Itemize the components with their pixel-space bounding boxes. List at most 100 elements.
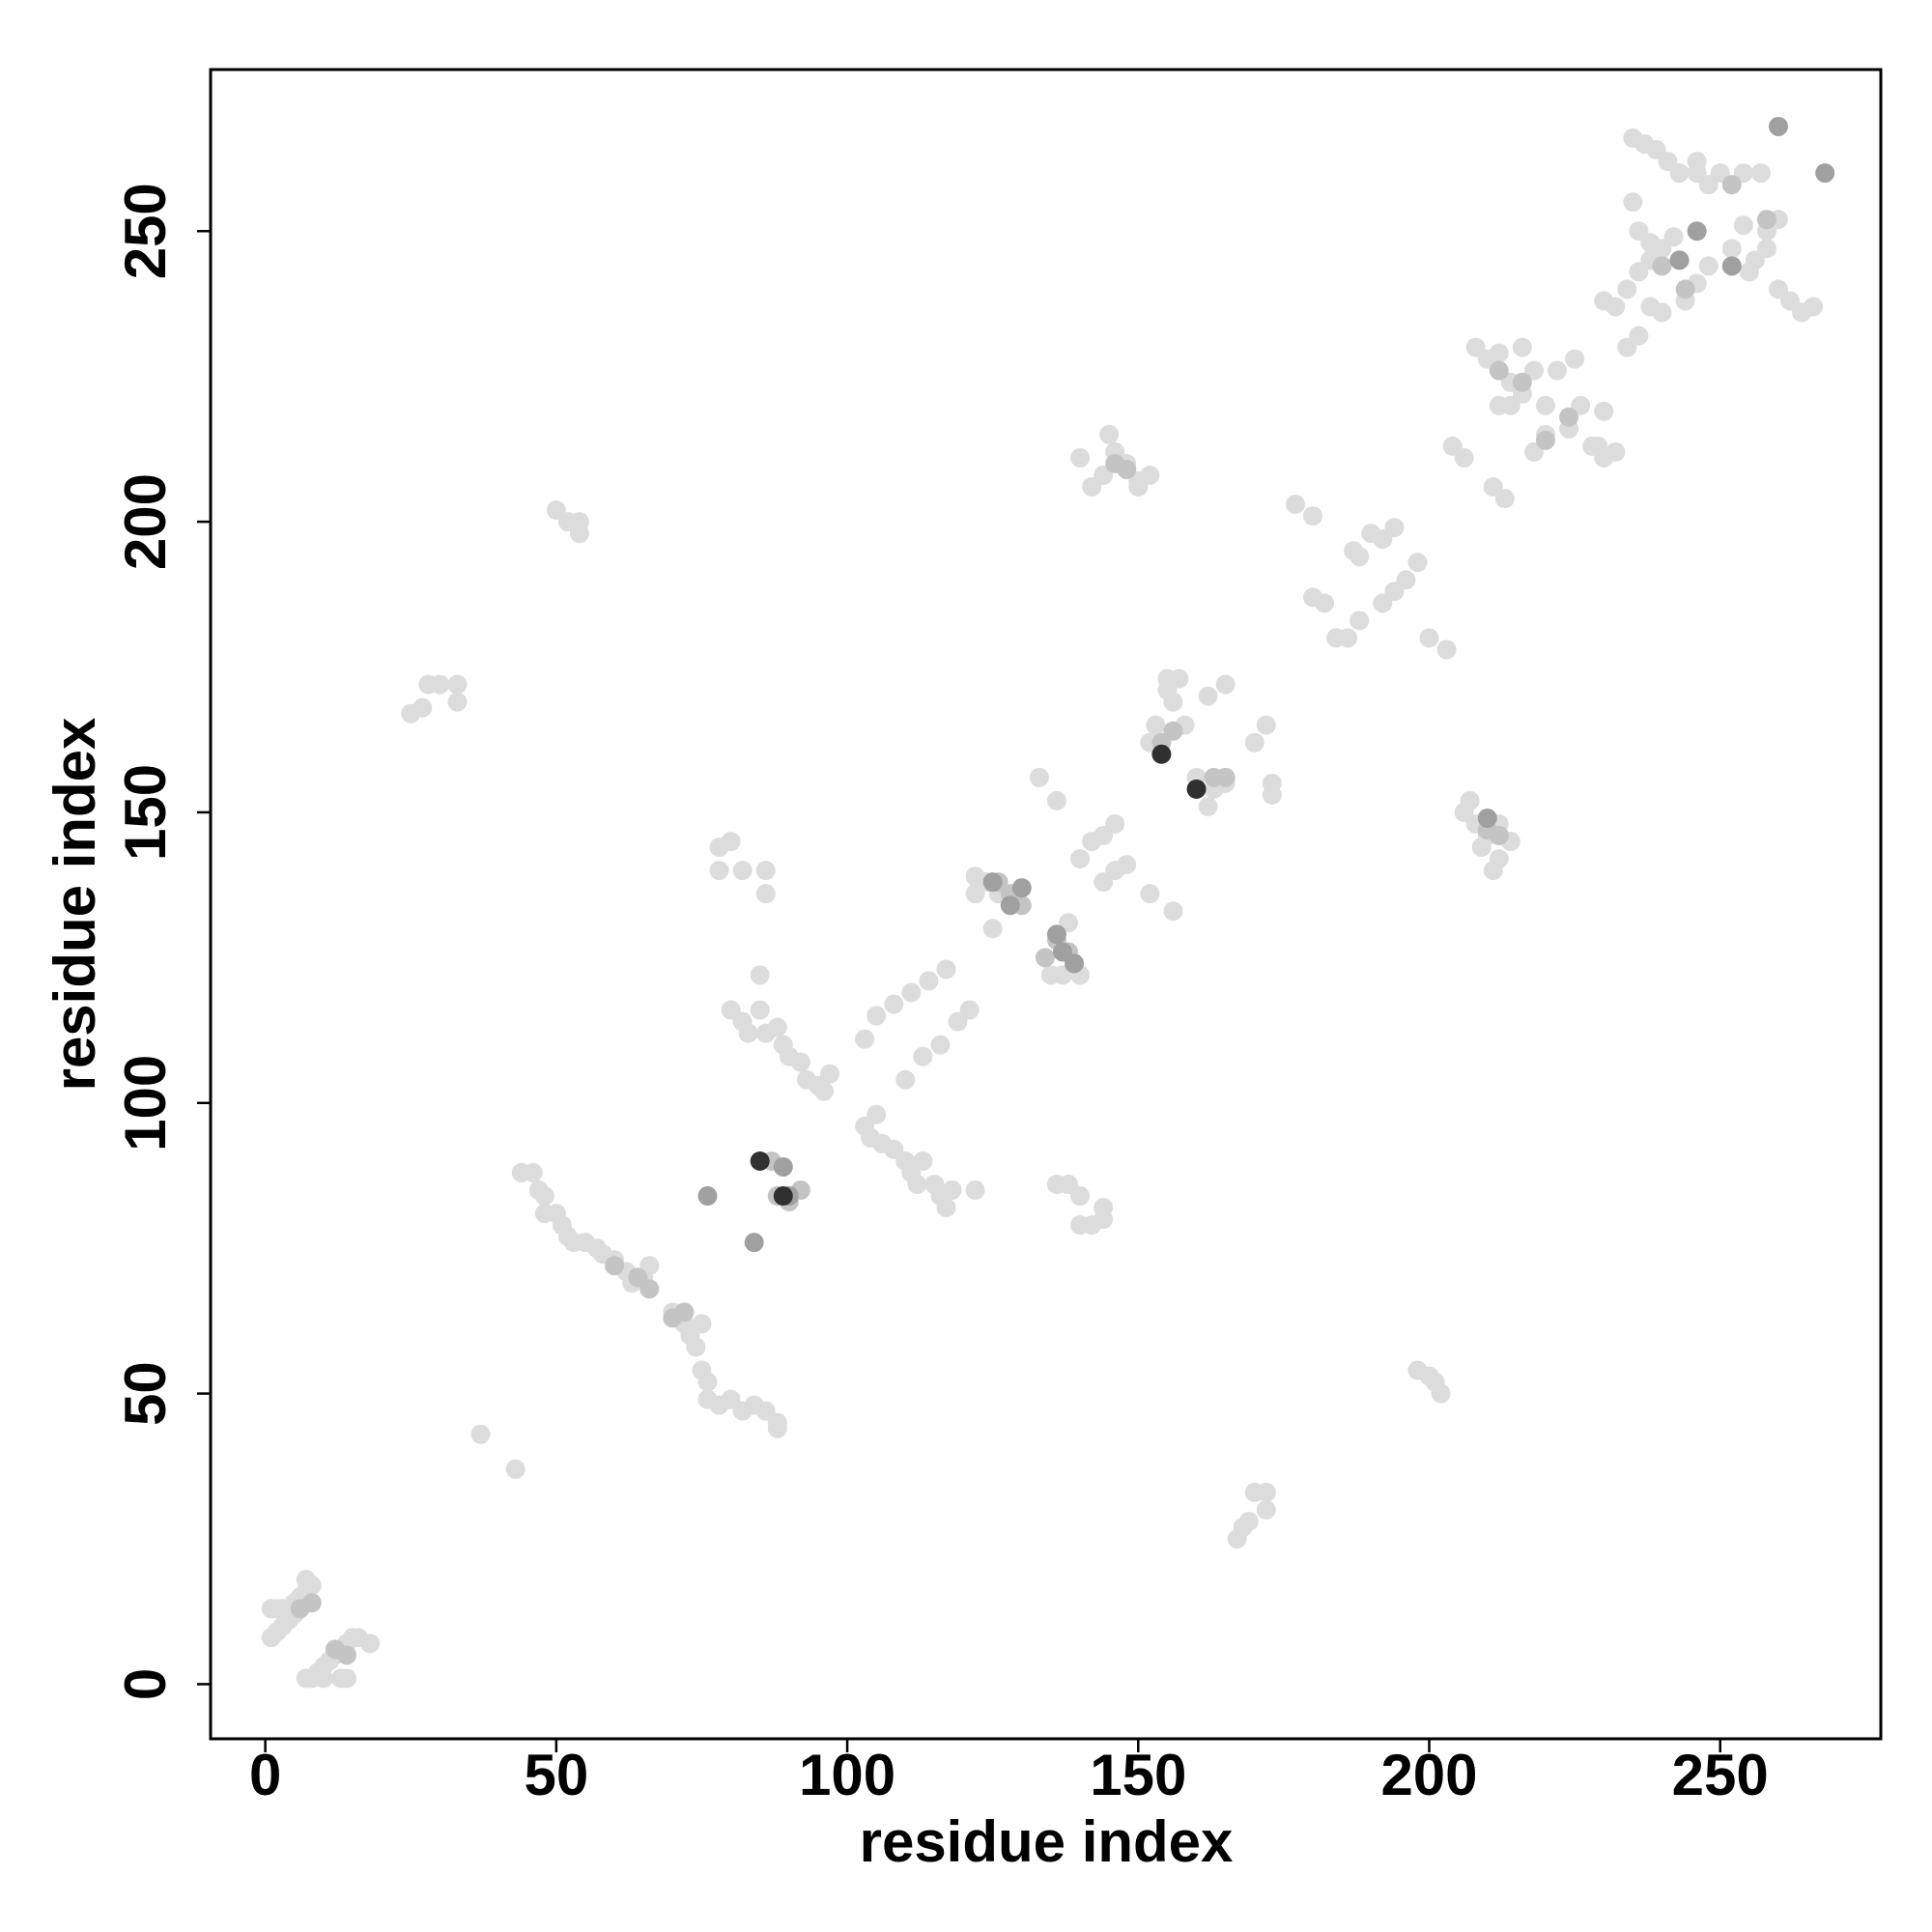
contact-point — [1669, 250, 1690, 270]
contact-point — [1617, 279, 1637, 299]
contact-point — [1460, 790, 1480, 810]
contact-point — [1146, 715, 1166, 735]
contact-point — [1489, 343, 1509, 363]
contact-point — [895, 1069, 916, 1090]
contact-point — [697, 1372, 718, 1392]
contact-point — [1768, 116, 1788, 136]
contact-point — [1198, 686, 1218, 706]
contact-point — [965, 884, 985, 904]
contact-point — [1535, 430, 1555, 450]
contact-point — [930, 1035, 951, 1055]
y-tick-label: 250 — [113, 183, 178, 279]
contact-point — [936, 959, 956, 980]
contact-point — [1588, 436, 1608, 456]
contact-point — [1163, 692, 1183, 712]
contact-point — [732, 861, 753, 881]
contact-point — [907, 1175, 927, 1195]
contact-point — [1373, 593, 1393, 613]
contact-point — [1140, 884, 1160, 904]
contact-point — [1326, 628, 1347, 648]
contact-point — [1489, 826, 1509, 846]
x-tick-label: 50 — [524, 1743, 588, 1807]
contact-point — [505, 1459, 526, 1479]
contact-point — [1756, 239, 1776, 259]
x-tick-label: 200 — [1380, 1743, 1477, 1807]
contact-point — [639, 1279, 660, 1299]
contact-point — [1483, 861, 1503, 881]
contact-point — [1548, 360, 1568, 381]
contact-point — [1756, 210, 1776, 230]
contact-point — [819, 1064, 839, 1084]
x-axis-title: residue index — [860, 1809, 1234, 1874]
contact-point — [1652, 302, 1672, 323]
contact-point — [1687, 152, 1707, 172]
contact-point — [1163, 901, 1183, 922]
contact-point — [767, 1017, 787, 1037]
contact-point — [1629, 326, 1649, 346]
contact-point — [709, 861, 729, 881]
contact-point — [767, 1418, 787, 1438]
contact-point — [1238, 1511, 1259, 1531]
contact-point — [1698, 175, 1719, 195]
contact-point — [1477, 808, 1497, 828]
contact-point — [1046, 924, 1066, 945]
contact-point — [1117, 855, 1137, 875]
contact-point — [1594, 401, 1614, 421]
contact-point — [686, 1337, 706, 1357]
contact-point — [605, 1256, 625, 1276]
contact-point — [1687, 221, 1707, 242]
contact-point — [697, 1186, 718, 1207]
contact-point — [867, 1006, 887, 1026]
contact-point — [1070, 849, 1091, 869]
contact-point — [1384, 518, 1405, 538]
contact-point — [1431, 1383, 1451, 1404]
y-axis-title: residue index — [43, 718, 107, 1092]
contact-point — [692, 1314, 712, 1334]
contact-point — [1512, 372, 1532, 392]
contact-point — [913, 1151, 933, 1171]
contact-point — [336, 1645, 356, 1665]
contact-point — [1815, 163, 1835, 184]
contact-point — [1065, 953, 1085, 974]
contact-point — [936, 1198, 956, 1218]
contact-point — [1652, 256, 1672, 276]
contact-point — [360, 1634, 381, 1654]
contact-point — [755, 884, 776, 904]
contact-point — [1256, 1482, 1276, 1502]
contact-point — [470, 1424, 491, 1444]
contact-point — [1454, 447, 1474, 468]
contact-point — [721, 832, 741, 852]
contact-point — [942, 1180, 962, 1201]
contact-point — [1094, 1209, 1114, 1230]
contact-point — [919, 971, 939, 991]
contact-point — [447, 692, 468, 712]
x-tick-label: 100 — [799, 1743, 895, 1807]
contact-point — [523, 1162, 543, 1182]
contact-point — [913, 1046, 933, 1066]
contact-point — [1244, 732, 1264, 753]
contact-point — [1605, 297, 1626, 317]
contact-point — [901, 982, 922, 1003]
contact-point — [1344, 541, 1364, 561]
contact-point — [1483, 477, 1503, 497]
contact-point — [1640, 233, 1661, 253]
y-tick-label: 200 — [113, 473, 178, 570]
contact-point — [1285, 495, 1305, 515]
contact-point — [813, 1081, 834, 1101]
contact-point — [773, 1156, 793, 1177]
contact-point — [1215, 767, 1236, 787]
contact-point — [1721, 256, 1742, 276]
x-tick-label: 150 — [1090, 1743, 1186, 1807]
contact-point — [750, 1151, 770, 1171]
contact-point — [1535, 395, 1555, 415]
contact-point — [1733, 215, 1753, 236]
contact-point — [855, 1029, 875, 1049]
plot-frame — [209, 68, 1883, 1741]
contact-point — [1419, 628, 1439, 648]
contact-point — [1396, 570, 1416, 590]
contact-point — [1436, 639, 1457, 660]
y-tick-label: 0 — [113, 1668, 178, 1700]
contact-point — [755, 861, 776, 881]
contact-point — [750, 965, 770, 985]
contact-point — [1099, 424, 1120, 444]
